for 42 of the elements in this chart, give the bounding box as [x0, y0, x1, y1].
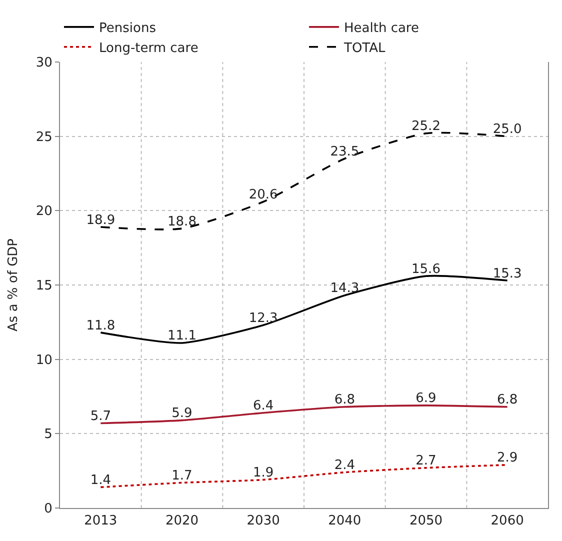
data-label: 5.9 [172, 406, 192, 422]
data-label: 6.8 [334, 392, 356, 408]
data-label: 15.6 [412, 262, 440, 277]
data-label: 6.9 [416, 391, 436, 406]
data-label: 25.0 [492, 122, 522, 138]
legend-label: Health care [344, 21, 419, 36]
x-tick-label: 2020 [165, 514, 199, 529]
y-tick-label: 0 [44, 502, 52, 517]
x-tick-label: 2013 [84, 514, 118, 529]
y-tick-label: 15 [36, 278, 52, 294]
y-tick-label: 10 [36, 352, 52, 368]
data-label: 6.4 [252, 398, 274, 414]
y-axis-title: As a % of GDP [6, 238, 21, 332]
data-label: 1.4 [90, 472, 112, 488]
y-tick-label: 5 [44, 427, 52, 442]
data-label: 25.2 [412, 119, 440, 134]
x-tick-label: 2030 [246, 514, 280, 529]
x-tick-label: 2050 [409, 514, 443, 529]
legend-label: Pensions [99, 21, 156, 36]
data-label: 6.8 [496, 392, 518, 408]
data-label: 2.9 [496, 450, 518, 466]
data-label: 2.4 [334, 458, 356, 474]
data-label: 11.8 [86, 318, 116, 334]
data-label: 20.6 [248, 188, 278, 202]
data-label: 5.7 [90, 409, 112, 424]
data-label: 18.9 [86, 212, 116, 228]
data-label: 12.3 [248, 310, 278, 326]
x-tick-label: 2040 [328, 514, 362, 529]
data-label: 1.7 [172, 468, 192, 484]
legend-label: TOTAL [343, 40, 386, 56]
data-label: 15.3 [492, 266, 522, 282]
y-tick-label: 25 [36, 130, 52, 145]
data-label: 11.1 [168, 328, 196, 344]
data-label: 2.7 [416, 454, 436, 469]
y-tick-label: 20 [36, 204, 52, 220]
data-label: 14.3 [330, 281, 360, 296]
legend-label: Long-term care [99, 40, 198, 56]
data-label: 1.9 [252, 466, 274, 480]
x-tick-label: 2060 [490, 514, 524, 529]
data-label: 18.8 [168, 214, 196, 230]
data-label: 23.5 [330, 144, 360, 160]
y-tick-label: 30 [36, 56, 52, 71]
